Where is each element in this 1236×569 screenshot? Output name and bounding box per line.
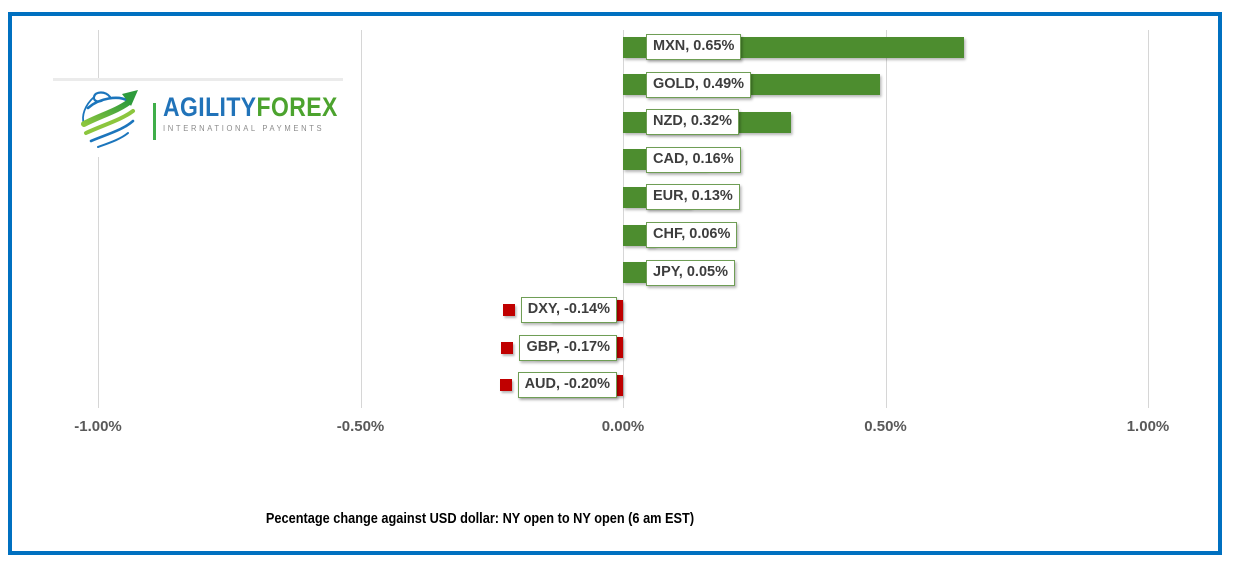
chart-title: Pecentage change against USD dollar: NY … [265,510,695,527]
x-axis-tick-label: -1.00% [74,418,122,435]
brand-agility: AGILITY [163,92,257,122]
logo-brand: AGILITYFOREX [163,93,338,121]
bar-jpy [623,262,650,284]
gridline-0.50% [885,30,887,408]
data-label-aud: AUD, -0.20% [517,372,617,399]
agilityforex-logo: AGILITYFOREX INTERNATIONAL PAYMENTS [53,78,343,157]
brand-forex: FOREX [256,92,338,122]
data-label-assembly-gbp: GBP, -0.17% [501,334,617,361]
data-label-assembly-nzd: NZD, 0.32% [646,109,739,136]
data-label-assembly-chf: CHF, 0.06% [646,222,738,248]
legend-key-dxy [502,304,515,317]
data-label-assembly-dxy: DXY, -0.14% [502,297,617,324]
data-label-assembly-mxn: MXN, 0.65% [646,34,742,60]
data-label-nzd: NZD, 0.32% [646,109,739,136]
x-axis-tick-label: 0.00% [601,418,645,435]
gridline-1.00% [1148,30,1149,408]
data-label-jpy: JPY, 0.05% [646,259,735,286]
legend-key-gbp [501,341,514,354]
data-label-dxy: DXY, -0.14% [520,297,617,324]
gridline--1.00% [98,30,99,408]
data-label-chf: CHF, 0.06% [646,222,738,248]
chart-border-frame [8,12,1222,555]
globe-swoosh-arrow-icon [81,90,138,148]
data-label-gbp: GBP, -0.17% [519,334,617,361]
data-label-assembly-jpy: JPY, 0.05% [646,259,735,286]
x-axis-tick-label: -0.50% [336,418,385,435]
x-axis-tick-label: 1.00% [1126,418,1170,435]
data-label-assembly-cad: CAD, 0.16% [646,146,741,173]
logo-text: AGILITYFOREX INTERNATIONAL PAYMENTS [163,93,369,133]
data-label-cad: CAD, 0.16% [646,146,741,173]
legend-key-aud [499,379,512,392]
x-axis-tick-label: 0.50% [864,418,907,435]
data-label-assembly-gold: GOLD, 0.49% [646,71,752,98]
data-label-eur: EUR, 0.13% [646,184,740,211]
logo-tagline: INTERNATIONAL PAYMENTS [163,124,325,133]
gridline-0.00% [623,30,624,408]
logo-divider [153,103,156,140]
gridline--0.50% [360,30,362,408]
data-label-assembly-eur: EUR, 0.13% [646,184,740,211]
data-label-gold: GOLD, 0.49% [646,71,752,98]
data-label-mxn: MXN, 0.65% [646,34,742,60]
data-label-assembly-aud: AUD, -0.20% [499,372,617,399]
